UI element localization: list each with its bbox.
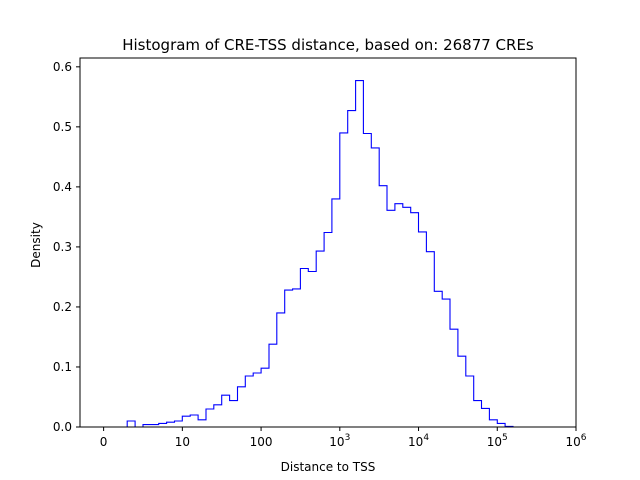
- y-tick-label-6: 0.6: [53, 60, 72, 74]
- y-axis-label: Density: [29, 222, 43, 268]
- x-tick-label-1: 10: [175, 435, 190, 449]
- axes-frame: [79, 57, 577, 428]
- y-tick-label-5: 0.5: [53, 120, 72, 134]
- y-tick-label-3: 0.3: [53, 240, 72, 254]
- x-tick-label-0: 0: [100, 435, 108, 449]
- x-tick-exponent-5: 5: [502, 433, 508, 443]
- x-tick-exponent-3: 3: [345, 433, 351, 443]
- y-tick-label-2: 0.2: [53, 300, 72, 314]
- x-tick-exponent-4: 4: [423, 433, 429, 443]
- x-tick-exponent-6: 6: [581, 433, 587, 443]
- histogram-step-line: [103, 80, 545, 428]
- y-tick-label-4: 0.4: [53, 180, 72, 194]
- x-axis-label: Distance to TSS: [281, 460, 376, 474]
- y-tick-label-0: 0.0: [53, 420, 72, 434]
- chart-title: Histogram of CRE-TSS distance, based on:…: [122, 36, 534, 54]
- x-tick-label-2: 100: [250, 435, 273, 449]
- y-tick-label-1: 0.1: [53, 360, 72, 374]
